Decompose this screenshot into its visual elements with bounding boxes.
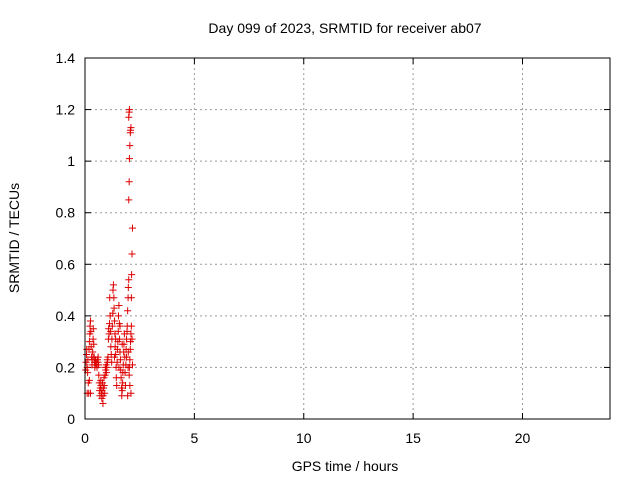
data-point: [115, 363, 123, 371]
chart-title: Day 099 of 2023, SRMTID for receiver ab0…: [208, 20, 481, 36]
data-point: [125, 178, 133, 186]
data-point: [103, 363, 111, 371]
data-point: [128, 250, 136, 258]
y-tick-label: 0.4: [56, 308, 76, 324]
data-point: [109, 281, 117, 289]
data-point: [128, 271, 136, 279]
data-point: [114, 312, 122, 320]
x-tick-label: 15: [405, 430, 421, 446]
data-point: [125, 106, 133, 114]
data-point: [114, 327, 122, 335]
data-point: [128, 361, 136, 369]
data-points: [82, 106, 136, 408]
data-point: [124, 392, 132, 400]
y-tick-label: 0.8: [56, 205, 76, 221]
data-point: [110, 294, 118, 302]
data-point: [126, 381, 134, 389]
data-point: [101, 389, 109, 397]
data-point: [110, 304, 118, 312]
x-tick-label: 20: [515, 430, 531, 446]
data-point: [125, 155, 133, 163]
data-point: [125, 276, 133, 284]
x-tick-label: 5: [190, 430, 198, 446]
data-point: [89, 325, 97, 333]
y-tick-label: 1.4: [56, 50, 76, 66]
data-point: [125, 196, 133, 204]
data-point: [127, 330, 135, 338]
data-point: [125, 371, 133, 379]
data-point: [107, 327, 115, 335]
data-point: [86, 389, 94, 397]
y-axis-label: SRMTID / TECUs: [6, 183, 22, 293]
y-tick-label: 0.6: [56, 256, 76, 272]
data-point: [112, 335, 120, 343]
data-point: [89, 335, 97, 343]
y-tick-label: 0: [67, 411, 75, 427]
data-point: [124, 283, 132, 291]
data-point: [128, 224, 136, 232]
data-point: [117, 374, 125, 382]
data-point: [127, 294, 135, 302]
data-point: [108, 322, 116, 330]
grid-lines: [85, 58, 610, 419]
y-tick-label: 0.2: [56, 359, 76, 375]
data-point: [116, 322, 124, 330]
data-point: [111, 353, 119, 361]
data-point: [127, 322, 135, 330]
axis-ticks: 0 0.2 0.4 0.6 0.8 1 1.2 1.4 0 5 10 15 20: [56, 50, 610, 446]
data-point: [124, 307, 132, 315]
data-point: [85, 376, 93, 384]
data-point: [89, 348, 97, 356]
data-point: [86, 317, 94, 325]
data-point: [95, 361, 103, 369]
data-point: [116, 356, 124, 364]
data-point: [115, 302, 123, 310]
data-point: [118, 340, 126, 348]
data-point: [90, 353, 98, 361]
x-tick-label: 0: [81, 430, 89, 446]
data-point: [124, 363, 132, 371]
data-point: [111, 317, 119, 325]
data-point: [109, 309, 117, 317]
y-tick-label: 1: [67, 153, 75, 169]
data-point: [126, 142, 134, 150]
plot-frame: [84, 57, 611, 420]
data-point: [124, 348, 132, 356]
y-tick-label: 1.2: [56, 102, 76, 118]
data-point: [95, 371, 103, 379]
data-point: [128, 335, 136, 343]
x-axis-label: GPS time / hours: [292, 458, 399, 474]
data-point: [99, 400, 107, 408]
data-point: [113, 381, 121, 389]
data-point: [100, 381, 108, 389]
data-point: [127, 124, 135, 132]
data-point: [90, 340, 98, 348]
data-point: [121, 369, 129, 377]
data-point: [85, 338, 93, 346]
data-point: [118, 387, 126, 395]
data-point: [123, 353, 131, 361]
x-tick-label: 10: [296, 430, 312, 446]
